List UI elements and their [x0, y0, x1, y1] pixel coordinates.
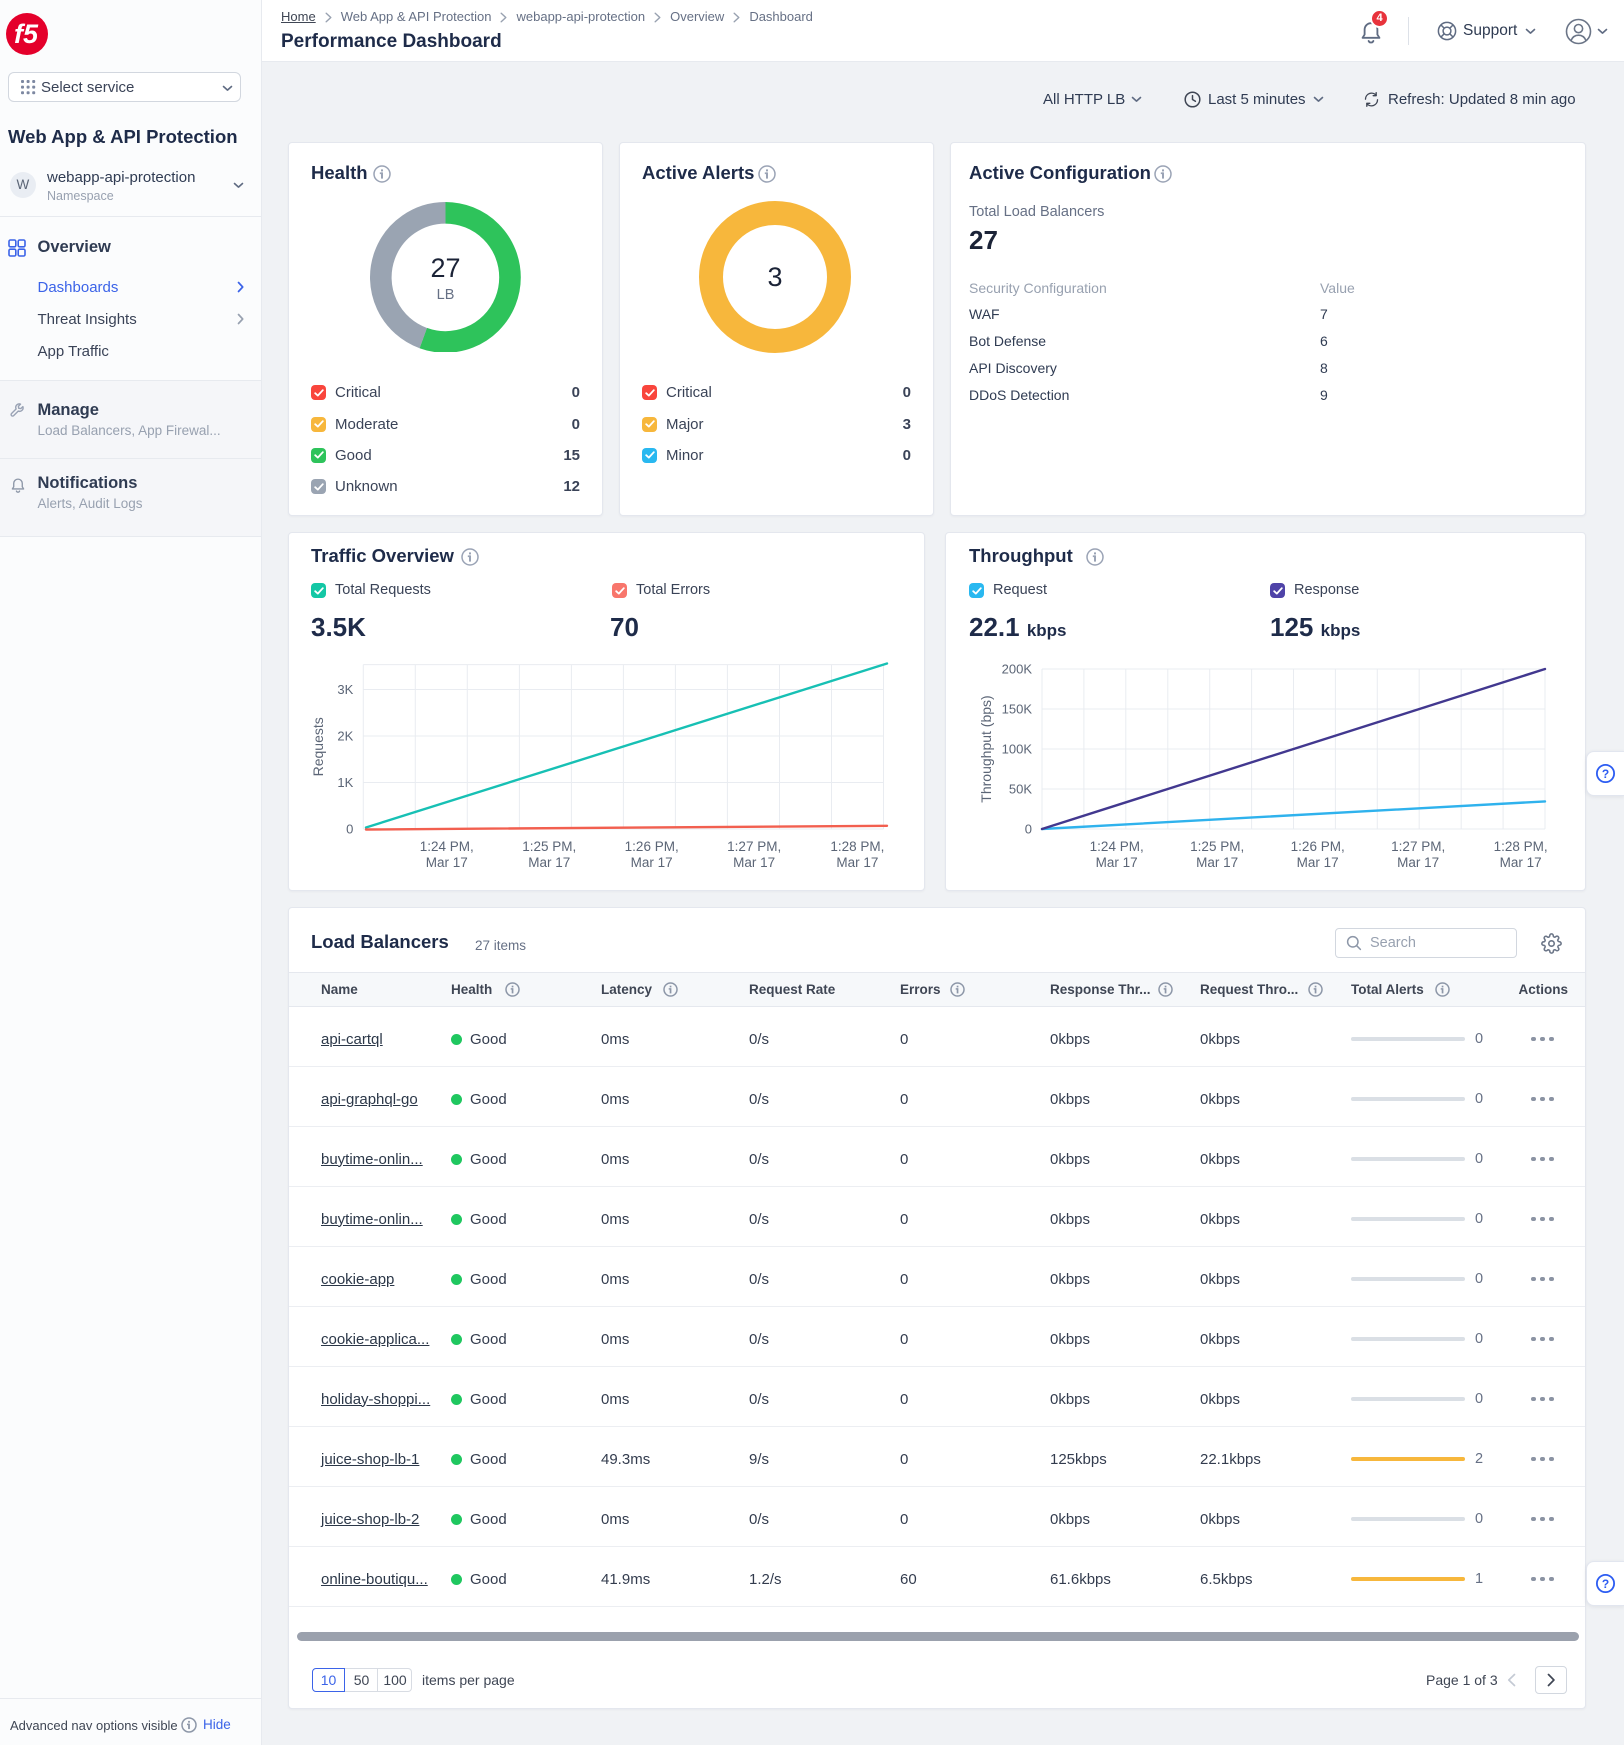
svg-text:1:24 PM,: 1:24 PM, [420, 839, 474, 854]
svg-text:Mar 17: Mar 17 [426, 855, 468, 870]
svg-text:1:28 PM,: 1:28 PM, [1494, 839, 1548, 854]
svg-text:Mar 17: Mar 17 [528, 855, 570, 870]
svg-text:1:27 PM,: 1:27 PM, [727, 839, 781, 854]
svg-text:200K: 200K [1002, 662, 1033, 677]
svg-text:Mar 17: Mar 17 [733, 855, 775, 870]
svg-text:Mar 17: Mar 17 [1397, 855, 1439, 870]
svg-text:2K: 2K [337, 729, 353, 744]
svg-text:f5: f5 [14, 19, 39, 49]
svg-text:Mar 17: Mar 17 [1096, 855, 1138, 870]
svg-text:1:25 PM,: 1:25 PM, [522, 839, 576, 854]
svg-text:Mar 17: Mar 17 [1196, 855, 1238, 870]
svg-text:150K: 150K [1002, 702, 1033, 717]
svg-text:?: ? [1602, 766, 1609, 780]
svg-text:1:27 PM,: 1:27 PM, [1391, 839, 1445, 854]
svg-text:100K: 100K [1002, 742, 1033, 757]
svg-text:1K: 1K [337, 775, 353, 790]
svg-text:Throughput (bps): Throughput (bps) [978, 695, 994, 802]
svg-text:Mar 17: Mar 17 [1500, 855, 1542, 870]
svg-text:Mar 17: Mar 17 [1297, 855, 1339, 870]
svg-text:50K: 50K [1009, 782, 1032, 797]
svg-text:3K: 3K [337, 682, 353, 697]
svg-text:Mar 17: Mar 17 [836, 855, 878, 870]
svg-text:0: 0 [346, 822, 353, 837]
svg-text:1:28 PM,: 1:28 PM, [830, 839, 884, 854]
svg-text:?: ? [1602, 1576, 1609, 1590]
svg-text:1:24 PM,: 1:24 PM, [1090, 839, 1144, 854]
svg-text:0: 0 [1025, 822, 1032, 837]
svg-text:1:26 PM,: 1:26 PM, [1291, 839, 1345, 854]
svg-text:Requests: Requests [310, 717, 326, 776]
svg-text:1:25 PM,: 1:25 PM, [1190, 839, 1244, 854]
svg-text:Mar 17: Mar 17 [631, 855, 673, 870]
svg-text:1:26 PM,: 1:26 PM, [625, 839, 679, 854]
